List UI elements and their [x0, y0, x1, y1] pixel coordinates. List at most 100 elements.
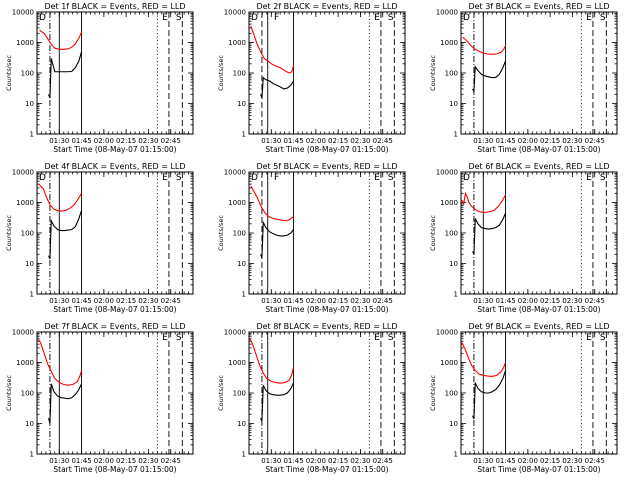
y-tick-label: 1	[30, 131, 34, 139]
y-axis-label: Counts/sec	[217, 215, 225, 251]
marker-label: S	[176, 173, 182, 183]
x-tick-label: 02:30	[350, 457, 370, 465]
detector-panel-4: Det 4f BLACK = Events, RED = LLD 1 10 100 10…	[5, 162, 194, 314]
detector-panel-1: Det 1f BLACK = Events, RED = LLD 1 10 100 10…	[5, 2, 194, 154]
y-axis-label: Counts/sec	[429, 215, 437, 251]
y-tick-label: 1	[242, 451, 246, 459]
x-tick-label: 02:45	[585, 457, 605, 465]
x-tick-label: 02:15	[328, 137, 348, 145]
marker-label: S	[600, 333, 606, 343]
x-tick-label: 02:15	[540, 297, 560, 305]
marker-label: S	[388, 173, 394, 183]
y-tick-label: 1	[30, 451, 34, 459]
y-tick-label: 1000	[16, 359, 34, 367]
x-tick-label: 01:45	[71, 137, 91, 145]
x-tick-label: 01:30	[49, 137, 69, 145]
series-line	[472, 212, 507, 255]
series-line	[48, 210, 83, 260]
marker-label: E	[162, 13, 168, 23]
y-tick-label: 100	[445, 70, 458, 78]
marker-label: D	[251, 173, 258, 183]
x-tick-label: 02:45	[161, 457, 181, 465]
x-tick-label: 02:45	[373, 297, 393, 305]
y-tick-label: 10	[449, 260, 458, 268]
y-axis-label: Counts/sec	[5, 375, 13, 411]
x-tick-label: 01:45	[283, 137, 303, 145]
marker-label: D	[463, 173, 470, 183]
plot-frame	[248, 11, 406, 135]
detector-panel-3: Det 3f BLACK = Events, RED = LLD 1 10 100 10…	[429, 2, 618, 154]
x-axis-label: Start Time (08-May-07 01:15:00)	[53, 465, 176, 474]
y-axis-label: Counts/sec	[5, 55, 13, 91]
y-tick-label: 10000	[12, 329, 34, 337]
x-tick-label: 02:15	[116, 137, 136, 145]
x-tick-label: 02:45	[373, 137, 393, 145]
x-tick-label: 01:30	[49, 457, 69, 465]
marker-label: S	[600, 13, 606, 23]
x-tick-label: 01:30	[261, 297, 281, 305]
y-tick-label: 100	[233, 230, 246, 238]
x-tick-label: 02:30	[350, 137, 370, 145]
x-tick-label: 02:00	[306, 137, 326, 145]
series-line	[461, 342, 507, 377]
series-line	[38, 183, 83, 212]
marker-label: D	[251, 13, 258, 23]
x-tick-label: 02:15	[116, 297, 136, 305]
y-tick-label: 1	[454, 451, 458, 459]
plot-frame	[36, 171, 194, 295]
series-line	[472, 370, 507, 420]
x-tick-label: 01:45	[283, 297, 303, 305]
x-axis-label: Start Time (08-May-07 01:15:00)	[477, 465, 600, 474]
y-tick-label: 10000	[224, 9, 246, 17]
detector-panel-8: Det 8f BLACK = Events, RED = LLD 1 10 100 10…	[217, 322, 406, 474]
y-axis-label: Counts/sec	[217, 55, 225, 91]
chart-title: Det 4f BLACK = Events, RED = LLD	[44, 162, 185, 171]
y-tick-label: 10	[25, 100, 34, 108]
marker-label: S	[388, 333, 394, 343]
plot-frame	[248, 331, 406, 455]
x-tick-label: 02:00	[518, 457, 538, 465]
marker-label: D	[463, 13, 470, 23]
y-tick-label: 1000	[16, 39, 34, 47]
y-tick-label: 1000	[440, 39, 458, 47]
x-tick-label: 01:30	[473, 297, 493, 305]
series-line	[250, 185, 294, 222]
x-axis-label: Start Time (08-May-07 01:15:00)	[477, 145, 600, 154]
y-tick-label: 1000	[228, 199, 246, 207]
x-tick-label: 02:00	[94, 137, 114, 145]
x-tick-label: 02:15	[328, 457, 348, 465]
y-tick-label: 10	[25, 260, 34, 268]
series-line	[48, 51, 83, 99]
x-tick-label: 02:15	[116, 457, 136, 465]
series-line	[260, 220, 295, 259]
x-tick-label: 02:30	[562, 457, 582, 465]
y-tick-label: 100	[233, 390, 246, 398]
x-tick-label: 02:45	[585, 297, 605, 305]
x-axis-label: Start Time (08-May-07 01:15:00)	[265, 465, 388, 474]
marker-label: E	[374, 173, 380, 183]
x-axis-label: Start Time (08-May-07 01:15:00)	[53, 305, 176, 314]
x-tick-label: 01:30	[261, 137, 281, 145]
chart-title: Det 5f BLACK = Events, RED = LLD	[256, 162, 397, 171]
plot-frame	[36, 11, 194, 135]
y-tick-label: 1	[30, 291, 34, 299]
marker-label: E	[586, 173, 592, 183]
y-tick-label: 10000	[12, 169, 34, 177]
x-tick-label: 02:45	[161, 137, 181, 145]
series-line	[472, 60, 507, 94]
chart-title: Det 3f BLACK = Events, RED = LLD	[468, 2, 609, 11]
x-axis-label: Start Time (08-May-07 01:15:00)	[477, 305, 600, 314]
y-tick-label: 1000	[228, 359, 246, 367]
chart-title: Det 1f BLACK = Events, RED = LLD	[44, 2, 185, 11]
y-tick-label: 1	[242, 291, 246, 299]
detector-panel-5: Det 5f BLACK = Events, RED = LLD 1 10 100 10…	[217, 162, 406, 314]
marker-label: S	[388, 13, 394, 23]
x-tick-label: 02:15	[328, 297, 348, 305]
detector-panel-9: Det 9f BLACK = Events, RED = LLD 1 10 100 10…	[429, 322, 618, 474]
x-tick-label: 02:45	[161, 297, 181, 305]
y-axis-label: Counts/sec	[217, 375, 225, 411]
y-axis-label: Counts/sec	[429, 375, 437, 411]
plot-frame	[36, 331, 194, 455]
x-tick-label: 02:30	[562, 297, 582, 305]
